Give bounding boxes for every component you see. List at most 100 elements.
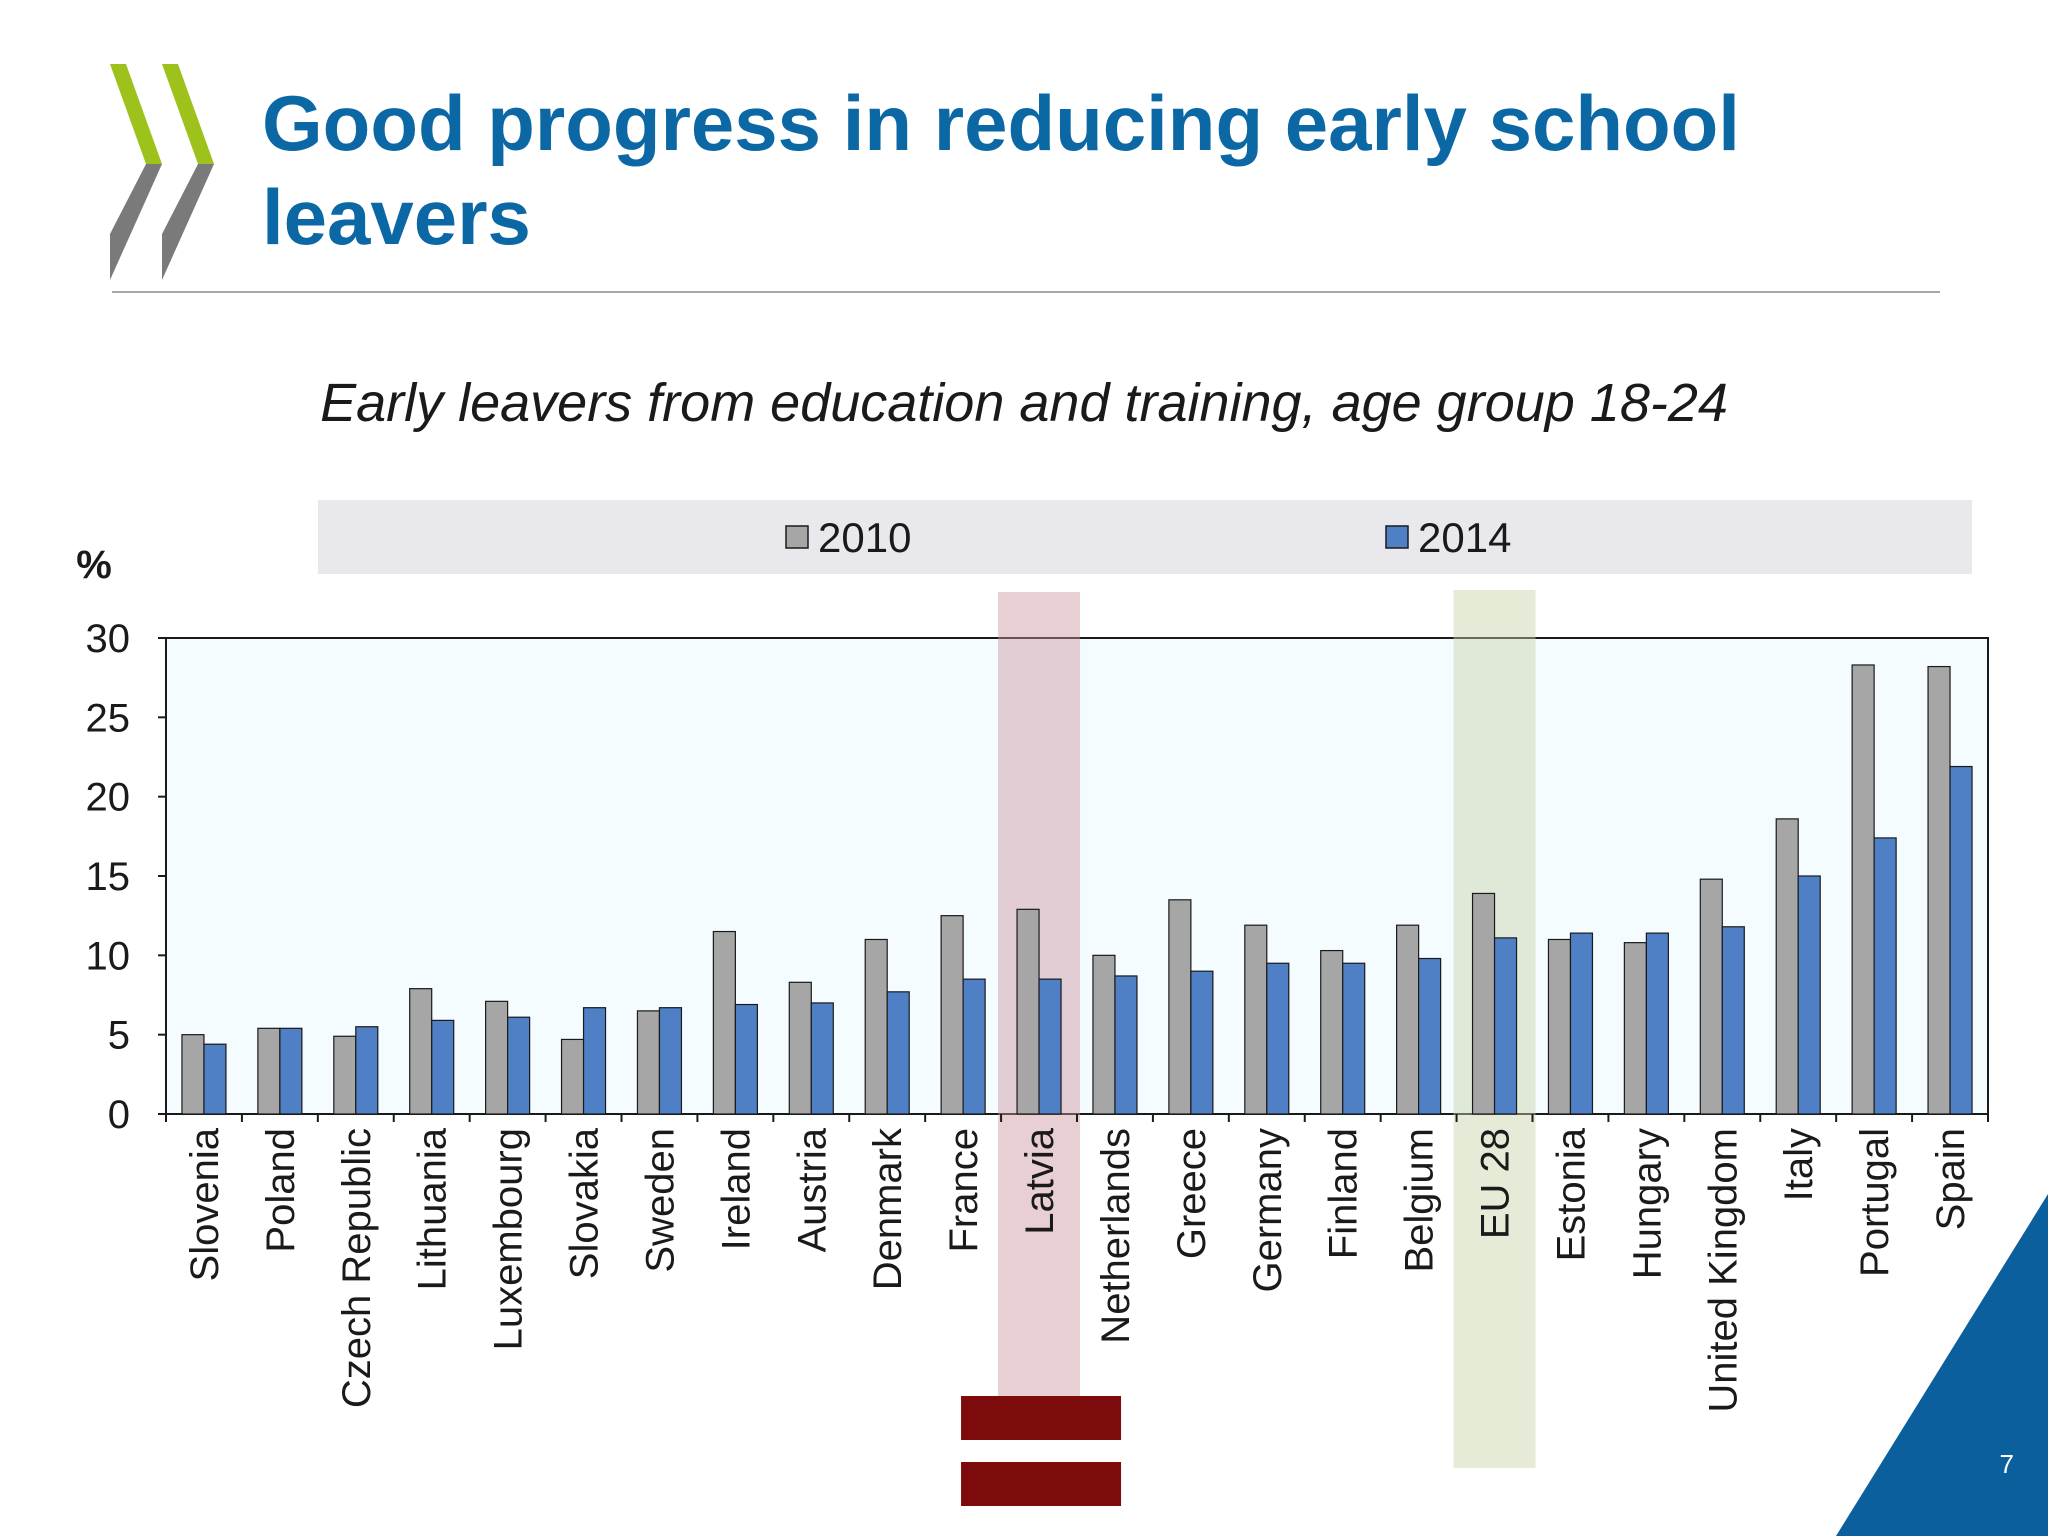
- bar-2014-spain: [1949, 765, 1973, 1115]
- chart-subtitle: Early leavers from education and trainin…: [320, 373, 1728, 433]
- x-tick-label-czech-republic: Czech Republic: [335, 1128, 379, 1408]
- x-tick-label-germany: Germany: [1246, 1128, 1290, 1293]
- bar-2014-slovakia: [582, 1007, 607, 1115]
- title-divider: [112, 291, 1940, 293]
- bar-2010-eu-28: [1471, 892, 1496, 1115]
- y-axis-label: %: [76, 543, 112, 587]
- x-tick-label-slovenia: Slovenia: [183, 1127, 227, 1281]
- x-tick-label-denmark: Denmark: [866, 1127, 910, 1290]
- x-tick-label-austria: Austria: [790, 1127, 834, 1252]
- bar-2014-lithuania: [431, 1019, 455, 1115]
- bar-2014-austria: [810, 1002, 834, 1115]
- bar-2014-netherlands: [1114, 975, 1138, 1115]
- tick-labels: 0 5 10 15 20 25 30 Slovenia Poland Czech Republic…: [86, 617, 1974, 1413]
- bar-2014-portugal: [1873, 837, 1897, 1115]
- bar-2014-united-kingdom: [1721, 926, 1745, 1115]
- bar-2010-finland: [1320, 949, 1344, 1115]
- x-tick-label-finland: Finland: [1322, 1128, 1366, 1259]
- bar-2014-belgium: [1418, 957, 1442, 1115]
- y-tick-label: 20: [86, 776, 131, 820]
- bar-2014-greece: [1190, 970, 1214, 1115]
- bar-2010-italy: [1775, 818, 1799, 1115]
- bar-2010-germany: [1244, 924, 1268, 1115]
- bar-2014-luxembourg: [507, 1016, 531, 1115]
- x-tick-label-poland: Poland: [259, 1128, 303, 1253]
- slide-title: Good progress in reducing early school l…: [262, 79, 1740, 261]
- oecd-chevrons-logo-icon: [110, 64, 214, 280]
- bar-2014-poland: [279, 1027, 303, 1115]
- x-tick-label-estonia: Estonia: [1549, 1127, 1593, 1261]
- flag-stripe-top: [961, 1396, 1122, 1440]
- bar-2014-hungary: [1645, 932, 1669, 1115]
- bars: [181, 664, 1973, 1115]
- bar-2014-estonia: [1569, 932, 1594, 1115]
- bar-2010-greece: [1168, 899, 1192, 1115]
- bar-2014-czech-republic: [355, 1026, 379, 1115]
- x-tick-label-france: France: [942, 1128, 986, 1253]
- bar-2010-slovenia: [181, 1034, 205, 1115]
- bar-2014-slovenia: [203, 1043, 227, 1115]
- bar-2010-latvia: [1016, 908, 1040, 1115]
- x-tick-label-latvia: Latvia: [1018, 1127, 1062, 1234]
- bar-2010-france: [940, 915, 964, 1115]
- legend-label-2010: 2010: [818, 514, 911, 561]
- x-tick-label-italy: Italy: [1777, 1128, 1821, 1201]
- y-tick-label: 5: [108, 1014, 130, 1058]
- legend-background: [318, 500, 1972, 574]
- bar-2010-netherlands: [1092, 954, 1116, 1115]
- bar-2014-finland: [1342, 962, 1366, 1115]
- slide-number: 7: [1999, 1449, 2014, 1479]
- x-tick-label-belgium: Belgium: [1398, 1128, 1442, 1273]
- bar-2010-slovakia: [560, 1038, 585, 1115]
- y-tick-label: 10: [86, 934, 131, 978]
- y-tick-label: 25: [86, 696, 131, 740]
- bar-2010-sweden: [636, 1010, 661, 1115]
- x-tick-label-ireland: Ireland: [714, 1128, 758, 1250]
- bar-2010-hungary: [1623, 942, 1647, 1115]
- y-tick-label: 30: [86, 617, 131, 661]
- x-tick-label-lithuania: Lithuania: [411, 1127, 455, 1290]
- bar-2010-ireland: [712, 930, 736, 1115]
- latvia-flag-icon: [961, 1396, 1122, 1506]
- bar-2010-portugal: [1851, 664, 1875, 1115]
- x-tick-label-spain: Spain: [1929, 1128, 1973, 1230]
- bar-2014-eu-28: [1493, 937, 1518, 1115]
- legend-swatch-2014: [1385, 525, 1409, 549]
- bar-2014-denmark: [886, 991, 910, 1115]
- x-tick-label-united-kingdom: United Kingdom: [1701, 1128, 1745, 1413]
- bar-2014-sweden: [658, 1007, 683, 1115]
- bar-2010-poland: [257, 1027, 281, 1115]
- bar-2010-estonia: [1547, 938, 1572, 1115]
- bar-2014-latvia: [1038, 978, 1062, 1115]
- x-tick-label-hungary: Hungary: [1625, 1128, 1669, 1279]
- x-tick-label-eu-28: EU 28: [1474, 1128, 1518, 1239]
- x-tick-label-sweden: Sweden: [638, 1128, 682, 1273]
- bar-2010-spain: [1927, 665, 1951, 1115]
- bar-2014-italy: [1797, 875, 1821, 1115]
- bar-2010-denmark: [864, 938, 888, 1115]
- legend-label-2014: 2014: [1418, 514, 1511, 561]
- legend: 2010 2014: [785, 514, 1511, 561]
- flag-stripe-bottom: [961, 1462, 1122, 1506]
- bar-2010-belgium: [1396, 924, 1420, 1115]
- legend-swatch-2010: [785, 525, 809, 549]
- x-tick-label-portugal: Portugal: [1853, 1128, 1897, 1277]
- bar-2010-lithuania: [409, 988, 433, 1115]
- y-tick-label: 15: [86, 855, 131, 899]
- axes: [158, 637, 1989, 1122]
- x-tick-label-slovakia: Slovakia: [563, 1127, 607, 1279]
- bar-2014-france: [962, 978, 986, 1115]
- bar-2010-united-kingdom: [1699, 878, 1723, 1115]
- flag-stripe-middle: [961, 1440, 1122, 1462]
- y-tick-label: 0: [108, 1093, 130, 1137]
- x-tick-label-greece: Greece: [1170, 1128, 1214, 1259]
- x-tick-label-luxembourg: Luxembourg: [487, 1128, 531, 1350]
- bar-2014-germany: [1266, 962, 1290, 1115]
- bar-2010-czech-republic: [333, 1035, 357, 1115]
- x-tick-label-netherlands: Netherlands: [1094, 1128, 1138, 1344]
- bar-2014-ireland: [734, 1003, 758, 1115]
- bar-2010-austria: [788, 981, 812, 1115]
- bar-2010-luxembourg: [485, 1000, 509, 1115]
